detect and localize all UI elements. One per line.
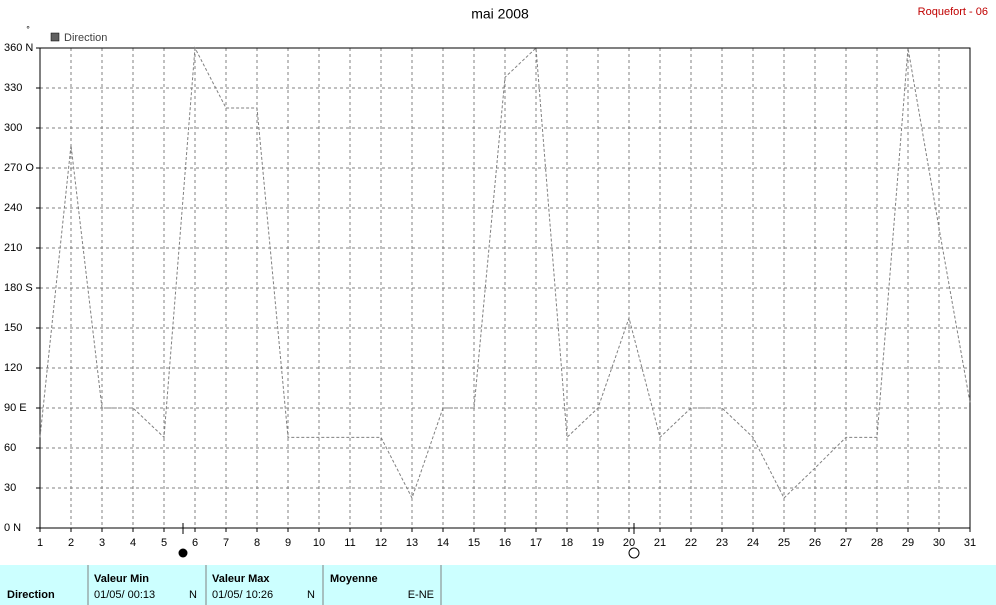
x-tick-label: 20: [623, 537, 635, 549]
x-tick-label: 9: [285, 537, 291, 549]
summary-bar: [0, 565, 996, 605]
y-tick-label: 180 S: [4, 282, 33, 294]
chart-title: mai 2008: [471, 6, 529, 22]
x-tick-label: 2: [68, 537, 74, 549]
plot-area: [39, 47, 971, 529]
x-tick-label: 4: [130, 537, 136, 549]
y-tick-label: 90 E: [4, 402, 27, 414]
y-tick-label: 270 O: [4, 162, 34, 174]
x-tick-label: 24: [747, 537, 759, 549]
max-date: 01/05/ 10:26: [212, 589, 273, 601]
y-tick-label: 30: [4, 482, 16, 494]
series-line: [39, 46, 971, 500]
y-unit: °: [26, 24, 30, 34]
x-tick-label: 8: [254, 537, 260, 549]
x-tick-label: 14: [437, 537, 449, 549]
x-tick-label: 28: [871, 537, 883, 549]
y-tick-label: 360 N: [4, 42, 33, 54]
x-tick-label: 26: [809, 537, 821, 549]
min-value: N: [189, 589, 197, 601]
x-tick-label: 27: [840, 537, 852, 549]
x-tick-label: 1: [37, 537, 43, 549]
x-tick-label: 25: [778, 537, 790, 549]
min-date: 01/05/ 00:13: [94, 589, 155, 601]
x-tick-label: 19: [592, 537, 604, 549]
x-tick-label: 30: [933, 537, 945, 549]
y-tick-label: 150: [4, 322, 22, 334]
x-tick-label: 11: [344, 537, 355, 549]
x-tick-label: 18: [561, 537, 573, 549]
y-tick-label: 60: [4, 442, 16, 454]
mean-header: Moyenne: [330, 573, 378, 585]
max-value: N: [307, 589, 315, 601]
max-header: Valeur Max: [212, 573, 270, 585]
y-tick-label: 210: [4, 242, 22, 254]
x-tick-label: 23: [716, 537, 728, 549]
station-name: Roquefort - 06: [918, 6, 988, 18]
x-tick-label: 29: [902, 537, 914, 549]
y-tick-label: 240: [4, 202, 22, 214]
x-tick-label: 12: [375, 537, 387, 549]
x-tick-label: 16: [499, 537, 511, 549]
x-tick-label: 10: [313, 537, 325, 549]
y-tick-label: 0 N: [4, 522, 21, 534]
x-tick-label: 6: [192, 537, 198, 549]
y-tick-label: 300: [4, 122, 22, 134]
x-tick-label: 15: [468, 537, 480, 549]
y-tick-label: 120: [4, 362, 22, 374]
summary-row-label: Direction: [7, 589, 55, 601]
legend-swatch: [50, 32, 60, 42]
x-tick-label: 5: [161, 537, 167, 549]
legend-label: Direction: [64, 32, 107, 44]
x-tick-label: 13: [406, 537, 418, 549]
x-tick-label: 3: [99, 537, 105, 549]
x-tick-label: 21: [654, 537, 666, 549]
mean-value: E-NE: [408, 589, 434, 601]
max-marker: [628, 547, 640, 559]
min-marker: [178, 548, 188, 558]
x-tick-label: 17: [530, 537, 542, 549]
x-tick-label: 31: [964, 537, 976, 549]
x-tick-label: 7: [223, 537, 229, 549]
y-tick-label: 330: [4, 82, 22, 94]
x-tick-label: 22: [685, 537, 697, 549]
min-header: Valeur Min: [94, 573, 149, 585]
